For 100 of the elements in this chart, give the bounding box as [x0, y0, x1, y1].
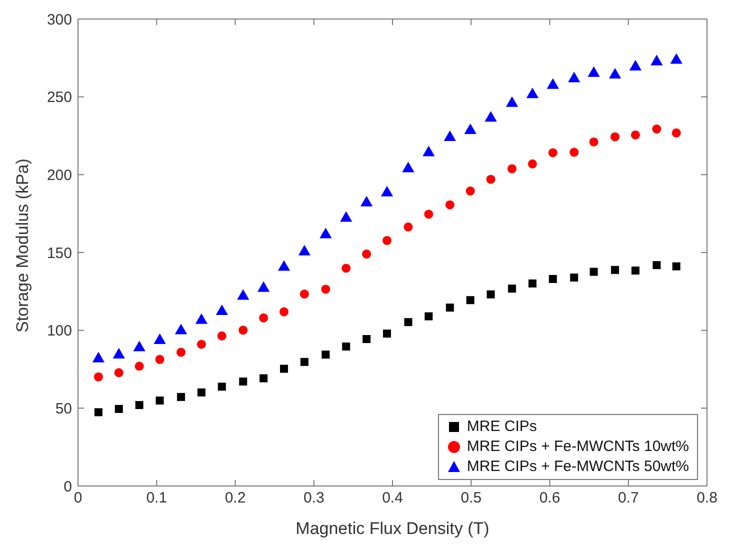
x-tick-label: 0.4 [382, 490, 403, 507]
point [94, 408, 102, 416]
point [546, 78, 559, 89]
point [652, 261, 661, 270]
point [342, 342, 350, 351]
point [402, 162, 414, 172]
point [135, 401, 144, 410]
x-tick-label: 0.2 [224, 490, 246, 507]
point [548, 274, 557, 283]
point [570, 148, 579, 157]
point [320, 228, 332, 238]
point [176, 348, 186, 357]
point [486, 174, 496, 184]
point [568, 72, 580, 82]
point [424, 312, 433, 320]
point [239, 378, 248, 386]
point [507, 164, 517, 174]
point [380, 186, 394, 196]
point [300, 290, 309, 299]
point [278, 260, 290, 271]
point [526, 88, 539, 98]
point [422, 146, 435, 156]
legend-label: MRE CIPs + Fe-MWCNTs 10wt% [466, 437, 689, 457]
point [650, 54, 663, 66]
point [360, 196, 373, 206]
point [630, 130, 640, 140]
point [610, 132, 620, 142]
point [259, 313, 268, 322]
point [279, 307, 289, 316]
point [134, 362, 144, 371]
point [548, 148, 558, 158]
point [484, 111, 497, 122]
y-tick-label: 150 [46, 244, 72, 262]
point [466, 296, 474, 304]
point [298, 244, 311, 256]
point [322, 350, 330, 359]
point [300, 358, 308, 366]
point [570, 274, 578, 282]
point [404, 222, 413, 232]
y-tick-label: 200 [46, 166, 72, 184]
point [257, 281, 270, 292]
point [506, 96, 518, 107]
point [508, 284, 516, 293]
x-tick-label: 0.1 [146, 490, 168, 507]
x-axis-title: Magnetic Flux Density (T) [296, 519, 490, 538]
point [362, 250, 372, 259]
legend-label: MRE CIPs + Fe-MWCNTs 50wt% [466, 457, 689, 477]
point [196, 340, 206, 349]
point [237, 289, 250, 300]
point [260, 374, 268, 382]
y-tick-label: 100 [46, 322, 72, 340]
point [280, 364, 288, 373]
point [528, 159, 537, 168]
point [362, 335, 371, 344]
point [444, 130, 456, 141]
point [589, 137, 598, 146]
y-tick-label: 50 [55, 400, 72, 418]
x-tick-label: 0.5 [460, 490, 482, 507]
point [94, 372, 103, 382]
point [155, 354, 164, 364]
point [156, 396, 164, 405]
point [672, 262, 680, 270]
point [424, 210, 434, 219]
point [588, 66, 600, 77]
point [670, 53, 682, 64]
point [382, 236, 392, 246]
point [114, 368, 124, 378]
point [342, 264, 351, 273]
y-tick-label: 300 [46, 11, 72, 28]
point [177, 392, 185, 401]
point [652, 124, 662, 134]
y-axis-title: Storage Modulus (kPa) [13, 158, 32, 332]
point [218, 382, 226, 391]
point [464, 123, 476, 134]
point [217, 331, 226, 340]
point [590, 268, 598, 276]
point [629, 60, 642, 70]
x-tick-label: 0.6 [539, 490, 560, 507]
x-tick-label: 0.7 [618, 490, 639, 507]
point [197, 388, 206, 396]
point [446, 304, 454, 312]
point [611, 266, 620, 274]
x-tick-label: 0.8 [696, 490, 718, 507]
legend-label: MRE CIPs [466, 417, 537, 437]
point [608, 68, 622, 79]
point [528, 279, 536, 288]
point [631, 266, 640, 275]
point [445, 200, 454, 210]
point [382, 330, 391, 338]
point [340, 211, 352, 222]
y-tick-label: 0 [64, 478, 72, 496]
x-tick-label: 0.3 [303, 490, 324, 507]
point [486, 290, 495, 298]
point [672, 128, 681, 138]
point [466, 186, 475, 196]
point [321, 284, 330, 294]
y-tick-label: 250 [46, 89, 72, 106]
point [238, 326, 248, 335]
point [404, 318, 412, 326]
point [114, 404, 123, 413]
